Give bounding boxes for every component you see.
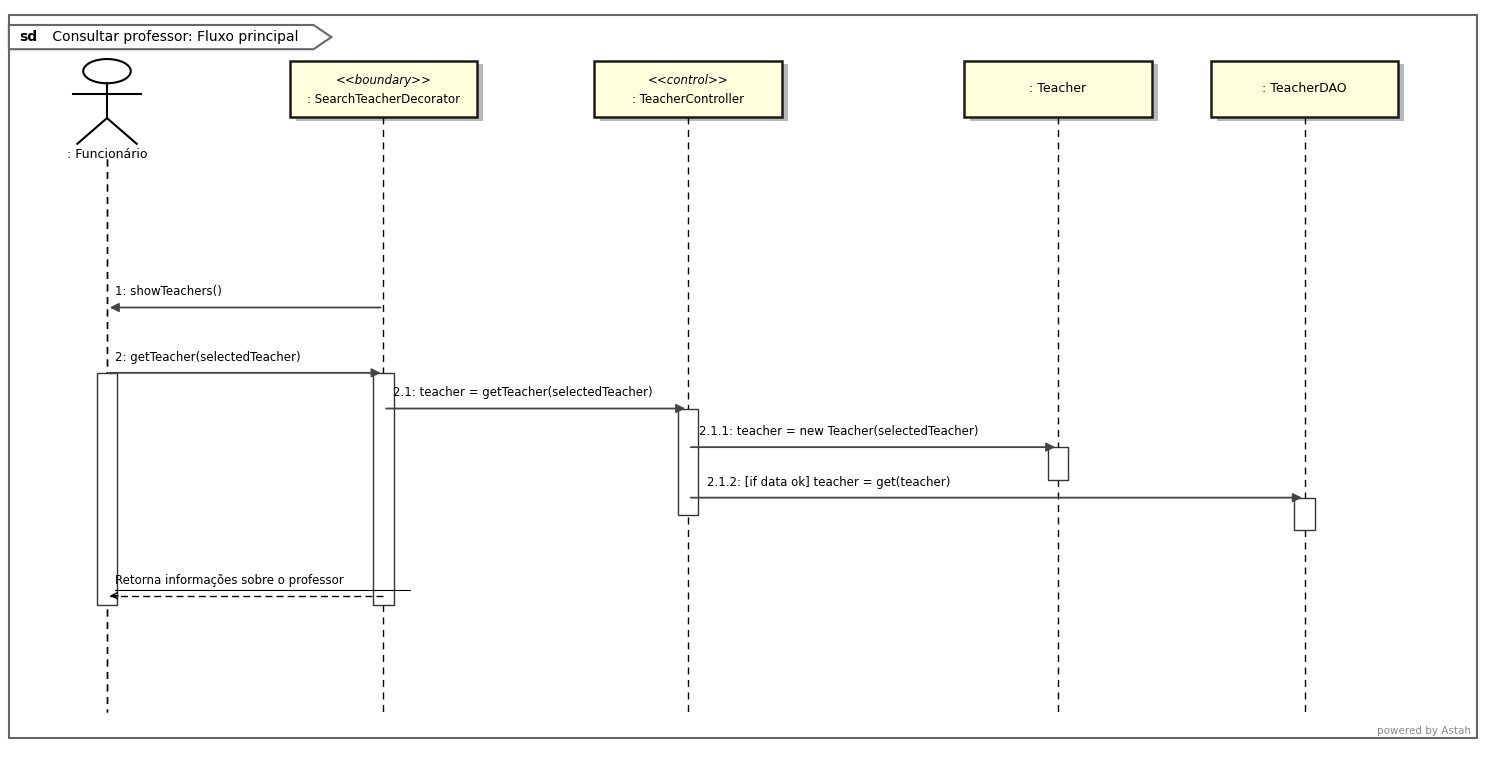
Text: <<control>>: <<control>> <box>648 74 728 88</box>
Text: <<boundary>>: <<boundary>> <box>336 74 431 88</box>
Bar <box>600 64 788 121</box>
Text: : SearchTeacherDecorator: : SearchTeacherDecorator <box>306 92 461 106</box>
Text: 2.1: teacher = getTeacher(selectedTeacher): 2.1: teacher = getTeacher(selectedTeache… <box>392 386 652 400</box>
Text: : Teacher: : Teacher <box>1030 83 1086 95</box>
Bar <box>1048 447 1068 480</box>
Text: 1: showTeachers(): 1: showTeachers() <box>116 285 223 298</box>
Bar <box>970 64 1158 121</box>
Bar <box>964 61 1152 117</box>
Text: : Funcionário: : Funcionário <box>67 148 147 161</box>
Bar <box>373 373 394 605</box>
Text: 2: getTeacher(selectedTeacher): 2: getTeacher(selectedTeacher) <box>116 350 300 364</box>
Text: 2.1.2: [if data ok] teacher = get(teacher): 2.1.2: [if data ok] teacher = get(teache… <box>706 475 950 488</box>
Bar <box>296 64 483 121</box>
Bar <box>594 61 782 117</box>
Text: sd: sd <box>19 30 37 44</box>
Bar <box>97 373 117 605</box>
Text: Retorna informações sobre o professor: Retorna informações sobre o professor <box>116 574 345 587</box>
Bar <box>1211 61 1398 117</box>
Text: Consultar professor: Fluxo principal: Consultar professor: Fluxo principal <box>48 30 299 44</box>
Bar <box>1294 497 1315 531</box>
Text: : TeacherDAO: : TeacherDAO <box>1263 83 1346 95</box>
Bar <box>290 61 477 117</box>
Text: : TeacherController: : TeacherController <box>632 92 744 106</box>
Polygon shape <box>9 25 331 49</box>
Text: powered by Astah: powered by Astah <box>1378 726 1471 736</box>
Bar <box>678 409 698 516</box>
Text: 2.1.1: teacher = new Teacher(selectedTeacher): 2.1.1: teacher = new Teacher(selectedTea… <box>698 425 979 438</box>
Bar <box>1217 64 1404 121</box>
